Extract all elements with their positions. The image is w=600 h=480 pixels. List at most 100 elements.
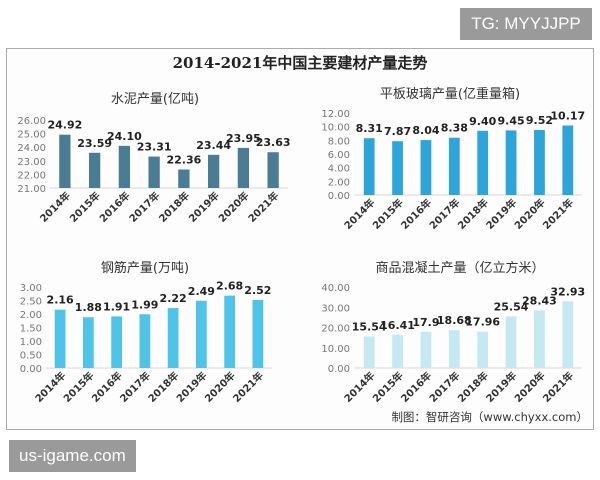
bar (178, 169, 190, 188)
source-note: 制图：智研咨询（www.chyxx.com） (391, 410, 588, 424)
data-label: 10.17 (550, 110, 585, 123)
y-tick-label: 40.00 (321, 283, 350, 294)
x-tick-label: 2015年 (370, 196, 406, 232)
x-tick-label: 2021年 (230, 369, 266, 405)
x-tick-label: 2016年 (89, 369, 125, 405)
x-tick-label: 2019年 (483, 369, 519, 405)
bar (477, 331, 489, 368)
panel-title: 钢筋产量(万吨) (101, 260, 189, 276)
x-tick-label: 2019年 (174, 369, 210, 405)
y-tick-label: 12.00 (321, 109, 350, 120)
y-tick-label: 23.00 (17, 157, 46, 168)
y-tick-label: 6.00 (328, 150, 350, 161)
chart-frame (6, 48, 594, 430)
panel-title: 平板玻璃产量(亿重量箱) (380, 86, 520, 102)
data-label: 23.63 (256, 136, 291, 149)
site-badge: us-igame.com (9, 440, 136, 472)
data-label: 23.95 (226, 132, 261, 145)
bar (562, 301, 574, 368)
data-label: 9.45 (497, 114, 524, 127)
bar (59, 134, 71, 188)
data-label: 17.96 (465, 316, 500, 329)
y-tick-label: 2.50 (20, 297, 42, 308)
x-tick-label: 2017年 (426, 196, 462, 232)
x-tick-label: 2021年 (540, 196, 576, 232)
x-tick-label: 2015年 (61, 369, 97, 405)
x-tick-label: 2018年 (145, 369, 181, 405)
y-tick-label: 0.00 (20, 364, 42, 375)
x-tick-label: 2017年 (117, 369, 153, 405)
data-label: 25.54 (494, 300, 529, 313)
panel-title: 水泥产量(亿吨) (111, 92, 199, 107)
data-label: 1.91 (103, 300, 130, 313)
data-label: 8.04 (412, 124, 439, 137)
bar (148, 156, 160, 188)
x-tick-label: 2019年 (186, 189, 222, 225)
bar (252, 299, 264, 368)
y-tick-label: 2.00 (20, 310, 42, 321)
y-tick-label: 4.00 (328, 164, 350, 175)
bar (420, 331, 432, 368)
y-tick-label: 26.00 (17, 116, 46, 127)
bar (392, 141, 403, 195)
y-tick-label: 10.00 (321, 344, 350, 355)
bar (139, 314, 151, 368)
y-tick-label: 20.00 (321, 324, 350, 335)
bar (207, 154, 220, 188)
x-tick-label: 2018年 (156, 189, 192, 225)
x-tick-label: 2018年 (455, 369, 491, 405)
bar (477, 130, 489, 195)
y-tick-label: 0.00 (328, 191, 350, 202)
x-tick-label: 2016年 (97, 189, 133, 225)
data-label: 32.93 (550, 285, 585, 298)
x-tick-label: 2021年 (245, 189, 281, 225)
bar (562, 125, 574, 195)
y-tick-label: 1.00 (20, 337, 42, 348)
x-tick-label: 2017年 (426, 369, 462, 405)
data-label: 2.49 (188, 285, 215, 298)
data-label: 17.9 (412, 316, 439, 329)
y-tick-label: 0.00 (328, 364, 350, 375)
bar (54, 309, 66, 368)
data-label: 22.36 (166, 154, 201, 167)
main-title: 2014-2021年中国主要建材产量走势 (173, 54, 428, 72)
data-label: 2.68 (216, 280, 243, 293)
data-label: 8.38 (441, 122, 468, 135)
x-tick-label: 2019年 (483, 196, 519, 232)
data-label: 1.99 (131, 298, 158, 311)
y-tick-label: 21.00 (17, 184, 46, 195)
data-label: 23.59 (77, 137, 112, 150)
y-tick-label: 1.50 (20, 324, 42, 335)
data-label: 9.40 (469, 115, 496, 128)
bar (363, 336, 375, 368)
bar (534, 310, 545, 368)
bar (111, 316, 122, 368)
bar (505, 130, 517, 195)
bar (167, 308, 179, 368)
data-label: 7.87 (384, 125, 411, 138)
y-tick-label: 0.50 (20, 351, 42, 362)
data-label: 23.44 (196, 139, 231, 152)
y-tick-label: 8.00 (328, 136, 350, 147)
tg-badge: TG: MYYJJPP (460, 8, 592, 40)
data-label: 2.16 (47, 294, 74, 307)
bar (224, 295, 235, 368)
data-label: 15.54 (352, 321, 387, 334)
data-label: 1.88 (75, 301, 102, 314)
bar (237, 147, 250, 188)
bar (196, 300, 207, 368)
x-tick-label: 2016年 (398, 369, 434, 405)
bar (448, 137, 460, 195)
x-tick-label: 2017年 (126, 189, 162, 225)
data-label: 2.22 (160, 292, 187, 305)
x-tick-label: 2021年 (540, 369, 576, 405)
x-tick-label: 2015年 (67, 189, 103, 225)
bar (363, 138, 375, 195)
y-tick-label: 24.00 (17, 143, 46, 154)
bar (83, 317, 94, 368)
data-label: 16.41 (380, 319, 415, 332)
data-label: 23.31 (137, 141, 172, 154)
x-tick-label: 2016年 (398, 196, 434, 232)
